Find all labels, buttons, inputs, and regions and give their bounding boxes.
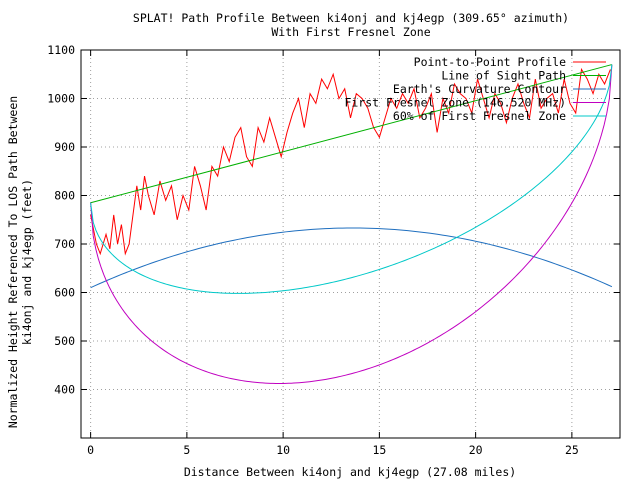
grid-lines (81, 49, 620, 438)
chart-subtitle: With First Fresnel Zone (271, 25, 430, 39)
y-tick-label: 500 (54, 334, 75, 348)
y-tick-label: 900 (54, 140, 75, 154)
x-tick-label: 15 (372, 443, 386, 457)
axis-ticks: 400 500 600 700 800 900 1000 1100 0 5 10 15 20 25 (47, 43, 620, 457)
y-tick-label: 400 (54, 383, 75, 397)
x-tick-label: 10 (276, 443, 290, 457)
series-line-1 (90, 64, 613, 204)
series-group (90, 64, 613, 384)
y-tick-label: 700 (54, 237, 75, 251)
y-axis-label-line2: ki4onj and kj4egp (feet) (20, 179, 34, 345)
y-tick-label: 800 (54, 189, 75, 203)
y-tick-label: 600 (54, 286, 75, 300)
y-axis-label-line1: Normalized Height Referenced To LOS Path… (6, 96, 20, 428)
legend-label: First Fresnel Zone (146.520 MHz) (344, 96, 566, 110)
series-line-0 (90, 67, 611, 256)
x-tick-label: 5 (183, 443, 190, 457)
y-tick-label: 1000 (47, 92, 75, 106)
series-line-2 (90, 227, 613, 289)
legend-label: 60% of First Fresnel Zone (393, 109, 566, 123)
plot-frame (80, 49, 621, 439)
legend-label: Point-to-Point Profile (414, 55, 566, 69)
x-tick-label: 20 (469, 443, 483, 457)
legend-label: Earth's Curvature Contour (393, 82, 566, 96)
series-line-4 (90, 64, 613, 294)
chart-title: SPLAT! Path Profile Between ki4onj and k… (133, 11, 569, 25)
series-line-3 (90, 64, 613, 384)
y-tick-label: 1100 (47, 43, 75, 57)
legend-label: Line of Sight Path (441, 69, 566, 83)
x-tick-label: 25 (565, 443, 579, 457)
x-axis-label: Distance Between ki4onj and kj4egp (27.0… (184, 465, 516, 479)
x-tick-label: 0 (87, 443, 94, 457)
